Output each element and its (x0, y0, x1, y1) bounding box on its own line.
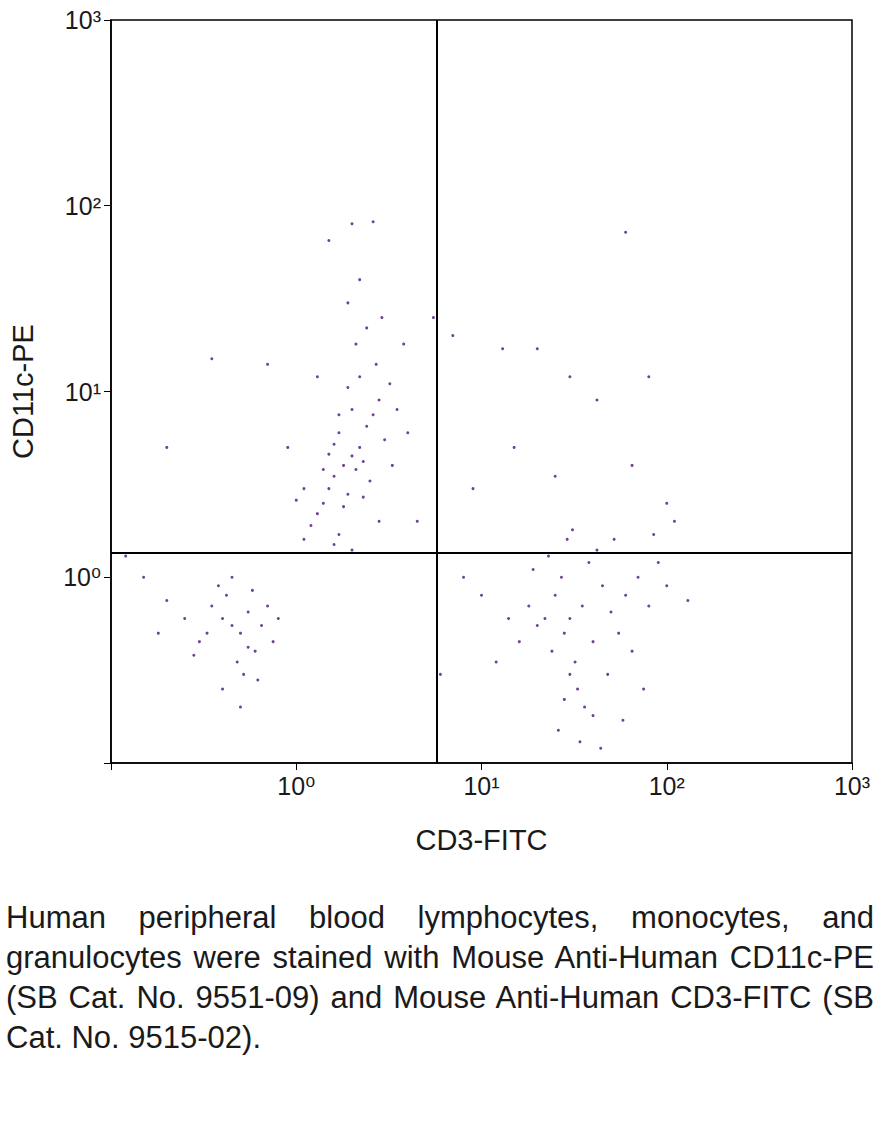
svg-text:CD3-FITC: CD3-FITC (415, 824, 547, 856)
html-text:Human peripheral blood lymphoc: Human peripheral blood lymphocytes, mono… (6, 900, 874, 1055)
svg-text:10³: 10³ (65, 6, 101, 34)
svg-text:10¹: 10¹ (65, 378, 101, 406)
svg-text:10²: 10² (65, 192, 101, 220)
svg-text:10²: 10² (649, 772, 685, 800)
svg-text:10⁰: 10⁰ (63, 563, 101, 591)
svg-text:10³: 10³ (834, 772, 870, 800)
svg-text:CD11c-PE: CD11c-PE (7, 324, 39, 459)
svg-text:10⁰: 10⁰ (277, 772, 315, 800)
svg-text:10¹: 10¹ (463, 772, 499, 800)
